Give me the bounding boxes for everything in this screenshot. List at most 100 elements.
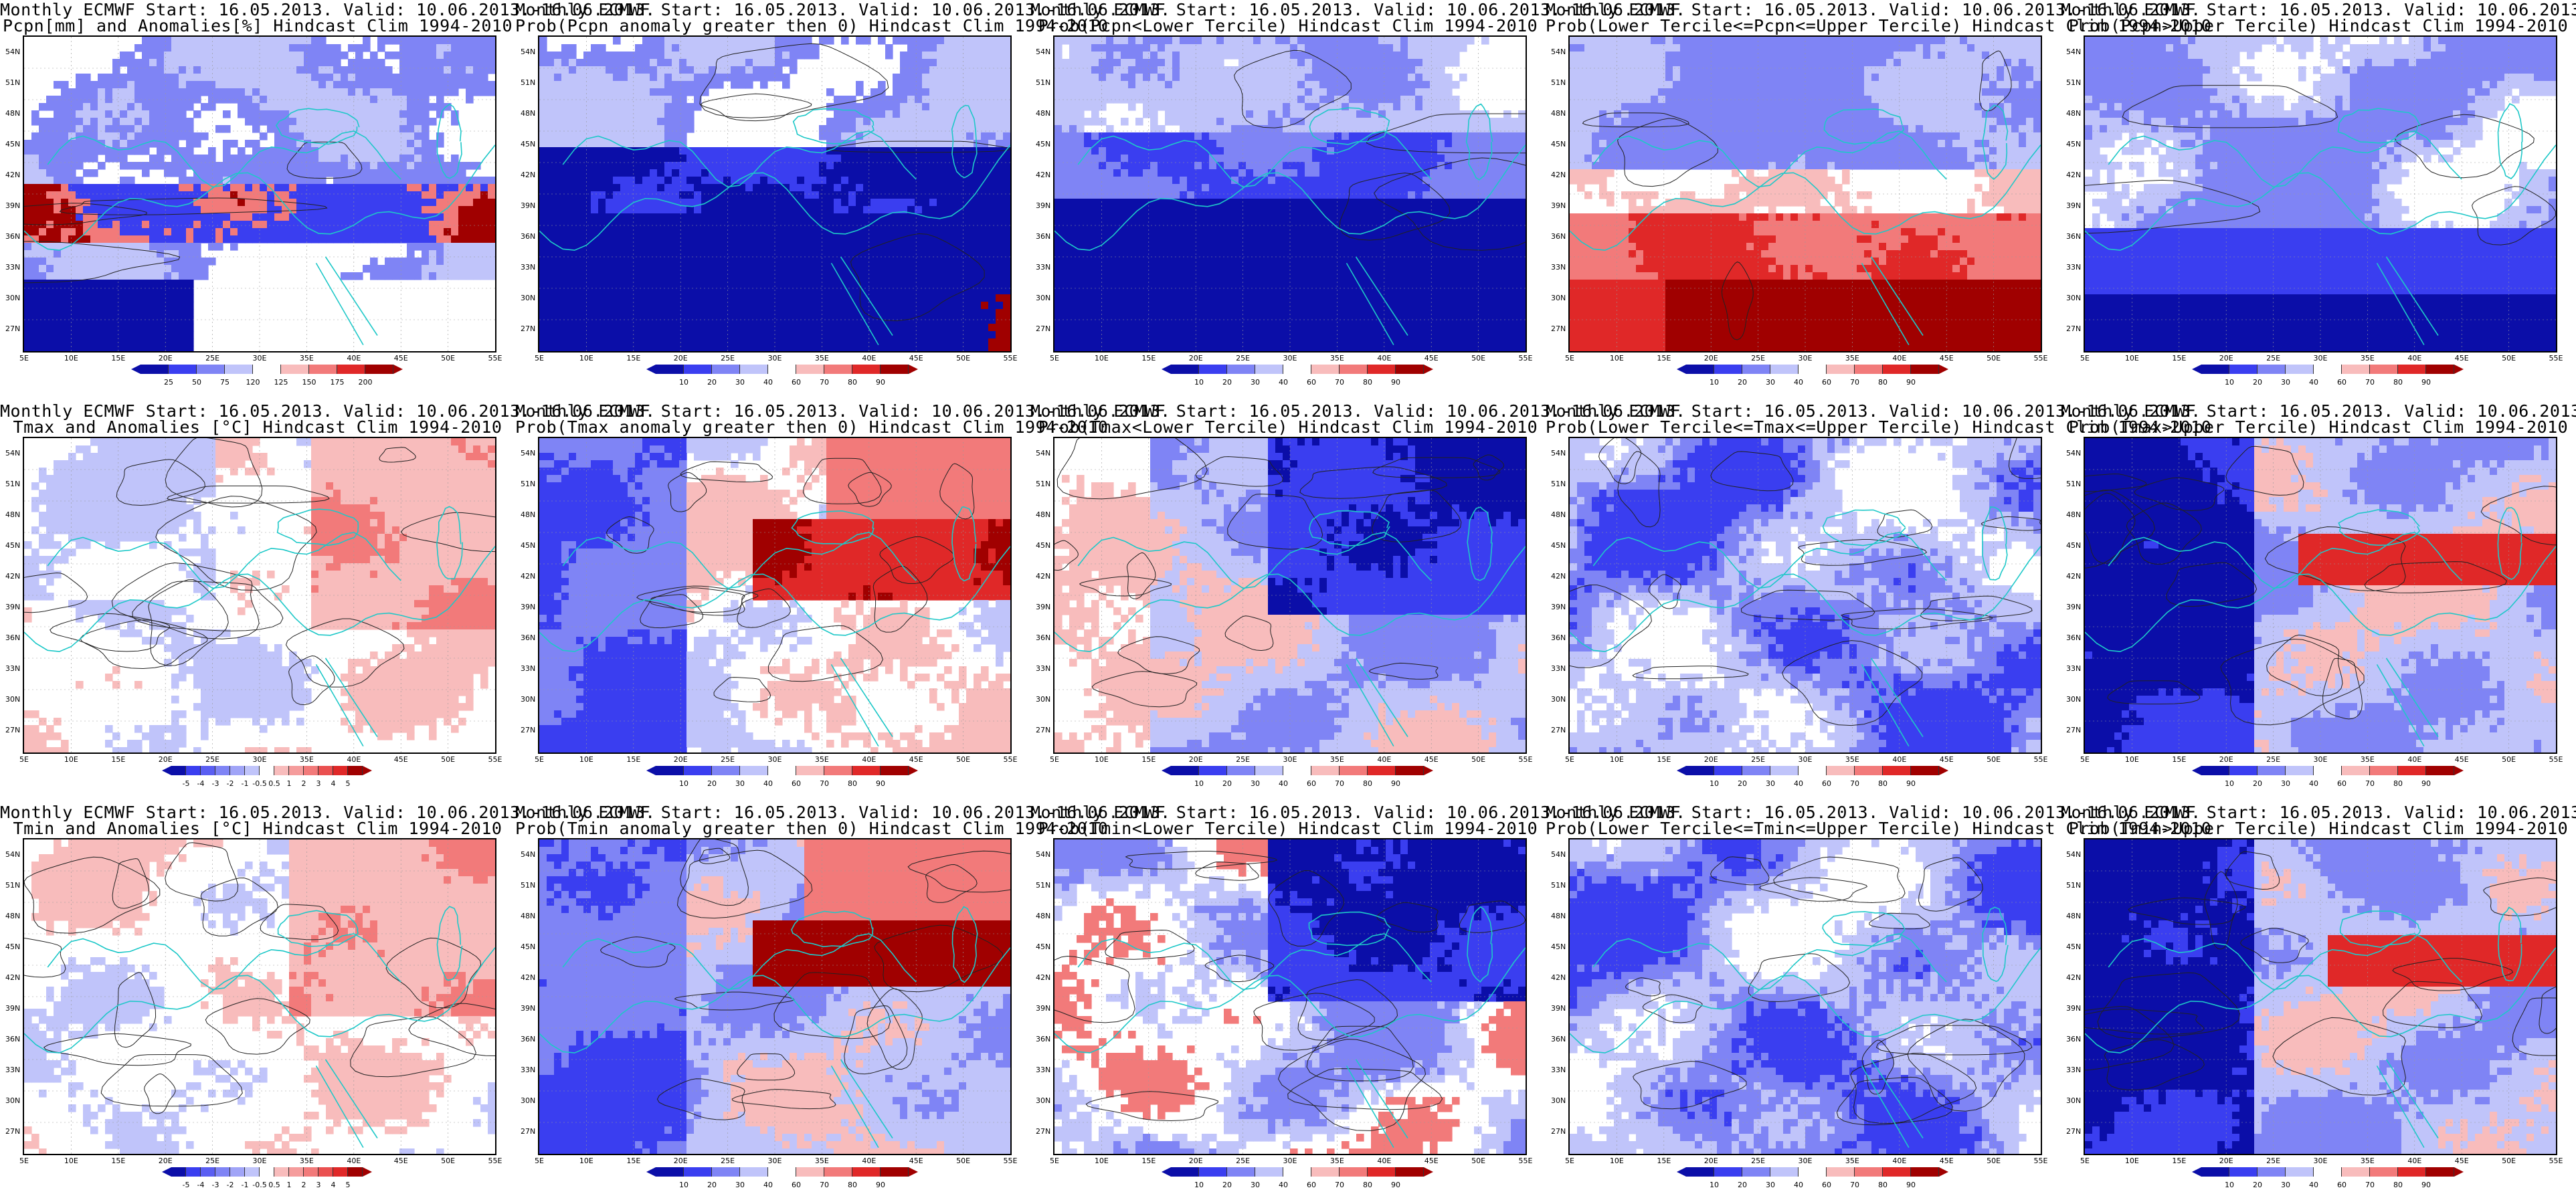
colorbar-segment <box>1911 766 1939 775</box>
colorbar-segment <box>852 365 881 374</box>
colorbar-label: 70 <box>820 378 829 387</box>
lat-tick-label: 30N <box>521 1096 535 1105</box>
colorbar-label: 60 <box>1822 1181 1831 1189</box>
lon-tick-label: 25E <box>205 354 219 363</box>
colorbar-segment <box>1742 766 1770 775</box>
lat-tick-label: 48N <box>5 109 20 118</box>
panel-title-line2: Prob(Tmax anomaly greater then 0) Hindca… <box>515 419 1108 436</box>
colorbar-low-arrow <box>1162 766 1171 775</box>
lat-tick-label: 33N <box>2066 263 2081 272</box>
colorbar-label: -0.5 <box>252 779 266 788</box>
lon-tick-label: 45E <box>2455 755 2469 764</box>
colorbar-label: 80 <box>2393 779 2403 788</box>
colorbar-segment <box>141 365 169 374</box>
colorbar-segment <box>768 1167 796 1177</box>
lon-tick-label: 45E <box>1940 354 1954 363</box>
panel-title-line2: Prob(Pcpn<Lower Tercile) Hindcast Clim 1… <box>1030 17 1546 35</box>
colorbar-label: 20 <box>707 378 717 387</box>
lat-tick-label: 45N <box>1551 942 1566 951</box>
map-field-svg <box>1054 37 1526 351</box>
lon-tick-label: 40E <box>1892 1157 1906 1165</box>
lon-tick-label: 5E <box>19 354 29 363</box>
lat-tick-label: 27N <box>521 726 535 734</box>
colorbar-segment <box>852 1167 881 1177</box>
lon-tick-label: 55E <box>488 755 502 764</box>
lon-tick-label: 10E <box>64 1157 78 1165</box>
colorbar-label: 3 <box>316 779 321 788</box>
lon-tick-label: 25E <box>2266 354 2280 363</box>
lon-tick-label: 10E <box>1610 354 1624 363</box>
lat-tick-label: 48N <box>1551 109 1566 118</box>
lat-tick-label: 51N <box>2066 78 2081 87</box>
lon-tick-label: 20E <box>674 755 688 764</box>
colorbar-segment <box>1827 365 1855 374</box>
map-area <box>538 437 1012 754</box>
lat-tick-label: 33N <box>5 664 20 673</box>
lat-tick-label: 30N <box>5 695 20 704</box>
lat-tick-label: 54N <box>1036 850 1050 859</box>
colorbar-label: 80 <box>1363 1181 1372 1189</box>
colorbar-label: 70 <box>2365 779 2375 788</box>
lon-tick-label: 10E <box>1095 1157 1109 1165</box>
colorbar-low-arrow <box>1677 1167 1686 1177</box>
lat-tick-label: 30N <box>521 294 535 302</box>
colorbar-segment <box>230 766 245 775</box>
colorbar-label: 175 <box>331 378 345 387</box>
colorbar-label: 30 <box>735 779 745 788</box>
colorbar-segment <box>1283 766 1311 775</box>
lat-tick-label: 30N <box>1551 294 1566 302</box>
map-panel: Monthly ECMWF Start: 16.05.2013. Valid: … <box>1030 803 1685 1204</box>
lat-tick-label: 48N <box>1036 510 1050 519</box>
colorbar-label: 10 <box>2225 1181 2234 1189</box>
lat-tick-label: 51N <box>2066 881 2081 890</box>
colorbar-label: 40 <box>763 779 773 788</box>
lon-tick-label: 55E <box>2549 354 2563 363</box>
lat-tick-label: 48N <box>2066 109 2081 118</box>
colorbar-label: 80 <box>1878 378 1888 387</box>
colorbar-segment <box>1368 365 1396 374</box>
colorbar-label: 20 <box>2253 1181 2262 1189</box>
colorbar-label: 10 <box>679 1181 688 1189</box>
lat-tick-label: 45N <box>521 942 535 951</box>
lat-tick-label: 45N <box>521 140 535 148</box>
colorbar-segment <box>1199 365 1227 374</box>
panel-title-line2: Prob(Pcpn anomaly greater then 0) Hindca… <box>515 17 1108 35</box>
colorbar-label: 125 <box>274 378 288 387</box>
colorbar-segment <box>1396 766 1424 775</box>
colorbar-segment <box>304 1167 318 1177</box>
lat-tick-label: 36N <box>1551 1035 1566 1043</box>
colorbar-label: 70 <box>1850 1181 1859 1189</box>
colorbar-label: 40 <box>1794 779 1803 788</box>
lon-tick-label: 50E <box>2502 354 2516 363</box>
colorbar-label: 60 <box>1822 779 1831 788</box>
colorbar-segment <box>1827 766 1855 775</box>
colorbar-low-arrow <box>162 1167 171 1177</box>
colorbar-high-arrow <box>2454 1167 2464 1177</box>
lon-tick-label: 5E <box>1565 755 1574 764</box>
colorbar-segment <box>1742 365 1770 374</box>
colorbar <box>1162 1167 1433 1177</box>
lon-tick-label: 10E <box>579 755 593 764</box>
lat-tick-label: 36N <box>5 633 20 642</box>
lat-tick-label: 33N <box>1551 664 1566 673</box>
colorbar-low-arrow <box>1677 365 1686 374</box>
lat-tick-label: 33N <box>521 1066 535 1074</box>
lon-tick-label: 40E <box>1892 755 1906 764</box>
colorbar-segment <box>656 365 684 374</box>
map-panel: Monthly ECMWF Start: 16.05.2013. Valid: … <box>2061 0 2576 401</box>
colorbar-segment <box>1770 1167 1799 1177</box>
lat-tick-label: 51N <box>2066 480 2081 488</box>
lon-tick-label: 20E <box>159 755 173 764</box>
lon-tick-label: 15E <box>626 755 640 764</box>
lat-tick-label: 30N <box>2066 1096 2081 1105</box>
colorbar-segment <box>1255 766 1283 775</box>
colorbar-low-arrow <box>2192 1167 2201 1177</box>
lat-tick-label: 27N <box>521 324 535 333</box>
lon-tick-label: 50E <box>1987 755 2001 764</box>
colorbar-high-arrow <box>1939 1167 1948 1177</box>
lon-tick-label: 55E <box>2549 1157 2563 1165</box>
lon-tick-label: 15E <box>1141 354 1156 363</box>
colorbar-label: 20 <box>1222 378 1232 387</box>
lat-tick-label: 42N <box>2066 973 2081 982</box>
lon-tick-label: 45E <box>1424 354 1439 363</box>
